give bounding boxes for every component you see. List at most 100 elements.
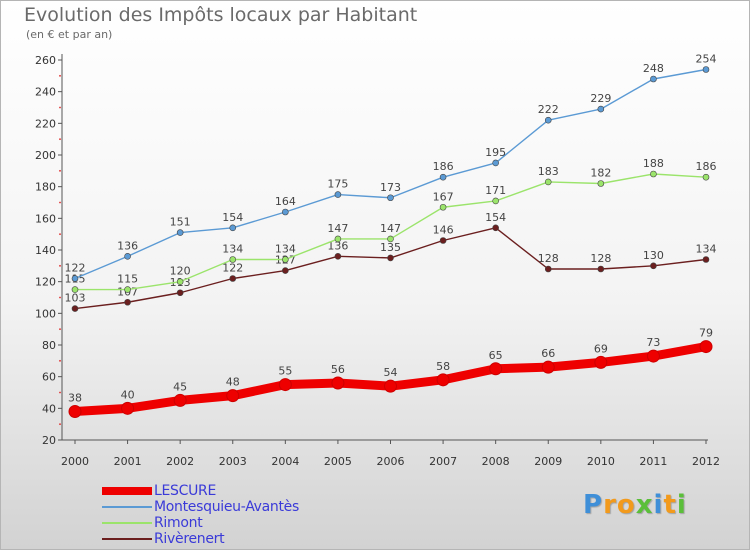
data-label: 164	[275, 195, 296, 208]
x-tick-label: 2011	[639, 455, 667, 468]
y-minor-tick	[59, 169, 61, 172]
data-point	[544, 178, 552, 186]
data-label: 130	[643, 249, 664, 262]
data-label: 183	[538, 165, 559, 178]
legend-swatch	[102, 538, 152, 540]
legend-swatch	[102, 522, 152, 524]
data-point	[282, 208, 289, 216]
y-minor-tick	[59, 201, 61, 204]
data-point	[597, 105, 605, 113]
data-label: 48	[226, 376, 240, 389]
data-label: 134	[696, 243, 717, 256]
data-point	[71, 275, 79, 282]
y-tick-label: 80	[42, 339, 56, 352]
data-label: 73	[646, 336, 660, 349]
data-point	[124, 253, 131, 260]
y-tick-label: 60	[42, 371, 56, 384]
data-point	[492, 159, 499, 167]
data-label: 40	[121, 388, 135, 401]
data-point	[650, 262, 657, 270]
data-point	[282, 256, 289, 263]
data-point	[334, 191, 342, 198]
data-label: 195	[485, 146, 506, 159]
data-point	[226, 389, 240, 403]
data-point	[544, 265, 552, 273]
data-point	[176, 289, 184, 297]
data-label: 135	[380, 241, 401, 254]
y-minor-tick	[59, 264, 61, 267]
data-point	[439, 173, 447, 181]
data-label: 175	[327, 178, 348, 191]
data-label: 151	[170, 216, 191, 229]
y-minor-tick	[59, 106, 61, 109]
data-point	[492, 224, 499, 232]
chart-subtitle: (en € et par an)	[26, 28, 113, 41]
x-tick-label: 2007	[429, 455, 457, 468]
y-minor-tick	[59, 138, 61, 141]
legend-label: LESCURE	[154, 483, 217, 499]
x-tick-label: 2012	[692, 455, 720, 468]
data-label: 229	[590, 92, 611, 105]
legend-label: Rivèrenert	[154, 531, 225, 547]
data-point	[489, 362, 503, 376]
data-label: 154	[485, 211, 506, 224]
brand-letter: x	[635, 490, 654, 520]
data-label: 254	[696, 53, 717, 66]
data-label: 171	[485, 184, 506, 197]
y-tick-label: 140	[35, 244, 56, 257]
y-minor-tick	[59, 391, 61, 394]
data-label: 55	[278, 365, 292, 378]
data-point	[334, 253, 342, 260]
data-point	[387, 194, 394, 202]
y-minor-tick	[59, 359, 61, 362]
data-point	[387, 254, 394, 262]
data-point	[124, 298, 131, 306]
x-tick-label: 2010	[587, 455, 615, 468]
data-point	[229, 256, 237, 263]
y-minor-tick	[59, 74, 61, 77]
y-tick-label: 20	[42, 434, 56, 447]
data-label: 120	[170, 265, 191, 278]
y-tick-label: 240	[35, 86, 56, 99]
data-label: 122	[65, 262, 86, 275]
data-label: 103	[65, 292, 86, 305]
data-label: 147	[327, 222, 348, 235]
data-point	[597, 265, 605, 273]
y-tick-label: 180	[35, 181, 56, 194]
data-label: 136	[117, 239, 138, 252]
y-tick-label: 200	[35, 149, 56, 162]
data-point	[492, 197, 499, 205]
data-point	[597, 180, 605, 187]
x-tick-label: 2002	[166, 455, 194, 468]
brand-letter: r	[603, 490, 617, 520]
data-point	[176, 229, 184, 236]
data-label: 186	[433, 160, 454, 173]
chart-title: Evolution des Impôts locaux par Habitant	[24, 4, 418, 26]
legend-label: Rimont	[154, 515, 203, 531]
data-point	[71, 305, 79, 312]
y-tick-label: 160	[35, 212, 56, 225]
data-point	[650, 170, 657, 178]
data-label: 56	[331, 363, 345, 376]
x-tick-label: 2008	[482, 455, 510, 468]
data-label: 186	[696, 160, 717, 173]
data-label: 167	[433, 190, 454, 203]
y-minor-tick	[59, 296, 61, 299]
data-label: 173	[380, 181, 401, 194]
data-point	[68, 405, 82, 418]
y-minor-tick	[59, 328, 61, 331]
brand-letter: o	[616, 490, 636, 520]
legend-label: Montesquieu-Avantès	[154, 499, 299, 515]
data-label: 65	[489, 349, 503, 362]
data-point	[176, 278, 184, 285]
data-label: 38	[68, 392, 82, 405]
data-point	[702, 173, 710, 181]
data-label: 66	[541, 347, 555, 360]
data-label: 154	[222, 211, 243, 224]
y-minor-tick	[59, 233, 61, 236]
brand-letter: P	[583, 490, 604, 520]
data-point	[594, 355, 608, 369]
data-point	[124, 286, 131, 293]
y-tick-label: 100	[35, 307, 56, 320]
brand-letter: t	[663, 490, 677, 520]
